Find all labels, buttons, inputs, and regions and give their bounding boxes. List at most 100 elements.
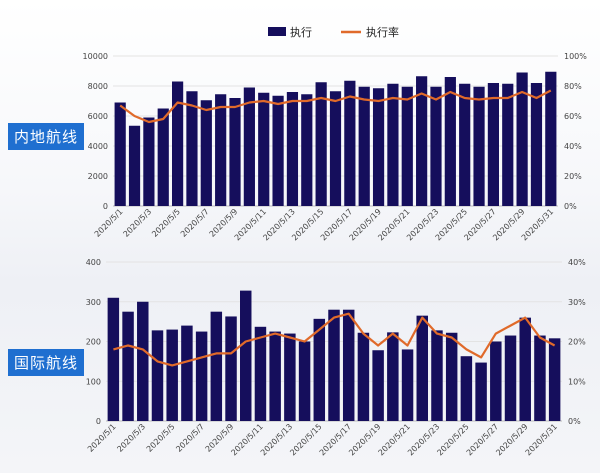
- bar: [504, 335, 517, 421]
- bar: [475, 362, 487, 421]
- bar: [459, 83, 471, 206]
- right-tick-label: 40%: [568, 258, 586, 267]
- bar: [545, 71, 557, 206]
- bar: [372, 88, 385, 206]
- bar: [502, 83, 514, 206]
- bar: [431, 330, 443, 421]
- bar: [344, 80, 356, 206]
- left-tick-label: 2000: [88, 172, 108, 181]
- bar: [210, 311, 223, 421]
- bar: [387, 332, 399, 421]
- bar: [516, 72, 528, 206]
- bar: [122, 311, 134, 421]
- left-tick-label: 200: [86, 338, 101, 347]
- left-tick-label: 100: [86, 377, 101, 386]
- x-tick-label: 2020/5/5: [150, 207, 182, 239]
- left-tick-label: 4000: [88, 142, 108, 151]
- bar: [519, 317, 531, 421]
- bar: [342, 309, 355, 421]
- bar: [143, 117, 155, 206]
- bar: [166, 329, 178, 421]
- bar: [487, 83, 500, 206]
- bar: [157, 108, 169, 206]
- x-tick-label: 2020/5/1: [86, 422, 118, 454]
- bar: [401, 86, 413, 206]
- legend-bar-label: 执行: [290, 25, 312, 39]
- right-tick-label: 40%: [564, 142, 582, 151]
- bar: [151, 330, 164, 421]
- bar: [171, 81, 184, 206]
- bar: [284, 333, 296, 421]
- legend-bar-swatch: [268, 27, 286, 36]
- legend-line-label: 执行率: [366, 25, 399, 39]
- domestic-chart: 0 0% 2000 20% 4000 40% 6000 60% 8000 80% 10000 100%…: [83, 52, 588, 242]
- bar: [301, 94, 313, 206]
- left-tick-label: 0: [96, 417, 101, 426]
- x-tick-label: 2020/5/3: [115, 422, 147, 454]
- left-tick-label: 400: [86, 258, 101, 267]
- bar: [258, 92, 270, 206]
- bar: [200, 100, 212, 206]
- section-label-international: 国际航线: [8, 349, 85, 376]
- x-tick-label: 2020/5/31: [524, 422, 559, 457]
- bar: [195, 331, 208, 421]
- bar: [530, 83, 543, 206]
- x-tick-label: 2020/5/7: [174, 422, 206, 454]
- bar: [444, 77, 456, 206]
- left-tick-label: 8000: [88, 82, 108, 91]
- international-chart: 0 0%100 10%200 20%300 30%400 40%2020/5/12020/…: [86, 258, 586, 457]
- bar: [254, 326, 267, 421]
- bar: [269, 331, 281, 421]
- bar: [548, 338, 561, 421]
- bar: [315, 82, 327, 206]
- bar: [272, 95, 284, 206]
- bar: [114, 102, 126, 206]
- bar: [372, 350, 384, 421]
- right-tick-label: 60%: [564, 112, 582, 121]
- bar: [240, 290, 252, 421]
- rate-line: [119, 89, 552, 124]
- bar: [181, 325, 193, 421]
- bar: [357, 332, 370, 421]
- right-tick-label: 20%: [564, 172, 582, 181]
- left-tick-label: 0: [103, 202, 108, 211]
- right-tick-label: 80%: [564, 82, 582, 91]
- section-label-domestic: 内地航线: [8, 123, 85, 150]
- rate-line: [113, 312, 556, 367]
- bar: [225, 316, 237, 421]
- right-tick-label: 30%: [568, 298, 586, 307]
- x-tick-label: 2020/5/7: [179, 207, 211, 239]
- x-tick-label: 2020/5/3: [122, 207, 154, 239]
- bar: [416, 315, 428, 421]
- bar: [329, 91, 342, 206]
- bar: [460, 356, 473, 421]
- bar: [534, 335, 546, 421]
- bar: [416, 76, 428, 206]
- bar: [128, 125, 141, 206]
- right-tick-label: 100%: [564, 52, 587, 61]
- bar: [286, 92, 299, 206]
- bar: [298, 341, 311, 421]
- bar: [430, 86, 442, 206]
- bar: [313, 318, 326, 421]
- bar: [473, 86, 485, 206]
- right-tick-label: 0%: [564, 202, 577, 211]
- bar: [445, 332, 458, 421]
- left-tick-label: 10000: [83, 52, 108, 61]
- bar: [229, 98, 241, 206]
- bar: [490, 341, 502, 421]
- bar: [186, 91, 198, 206]
- bar: [215, 94, 227, 206]
- right-tick-label: 0%: [568, 417, 581, 426]
- bar: [387, 83, 399, 206]
- legend: 执行 执行率: [268, 25, 399, 39]
- bar: [137, 301, 149, 421]
- right-tick-label: 20%: [568, 338, 586, 347]
- bar: [243, 87, 255, 206]
- x-tick-label: 2020/5/1: [93, 207, 125, 239]
- bar: [401, 349, 414, 421]
- left-tick-label: 300: [86, 298, 101, 307]
- bar: [328, 309, 340, 421]
- right-tick-label: 10%: [568, 377, 586, 386]
